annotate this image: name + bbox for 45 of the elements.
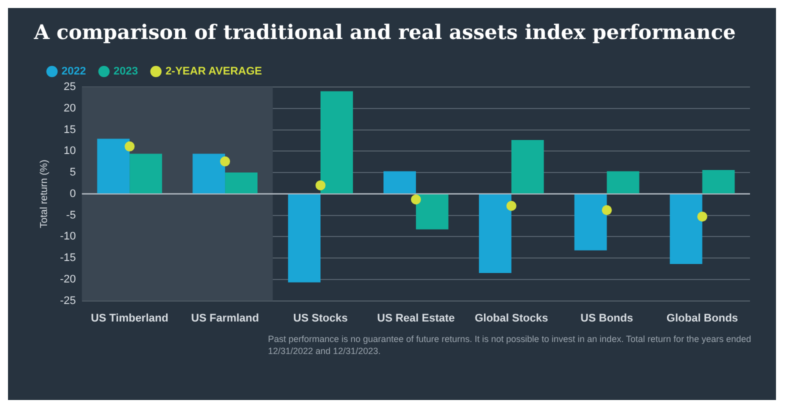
y-tick-label: -20 [60,273,76,286]
chart-title: A comparison of traditional and real assets index performance [33,20,736,44]
point [602,205,612,216]
point [697,212,708,222]
bar [511,140,544,194]
x-tick-label: Global Bonds [666,312,738,324]
bar [702,170,735,194]
y-tick-label: 0 [70,188,76,200]
bar [670,194,702,264]
point [124,141,135,152]
x-tick-label: US Bonds [580,312,634,324]
text: Past performance is no guarantee of future returns. It is not possible to invest in an index. Total return for the years ended 12/31/2022 and 12/31/2023. [268,333,752,357]
bar [130,154,162,194]
x-tick-label: US Stocks [293,312,348,324]
y-tick-label: -15 [60,252,76,264]
point [316,180,326,190]
y-tick-label: 15 [64,124,76,136]
bar [606,171,640,194]
point [410,194,421,204]
point [506,200,516,211]
legend-label: 2022 [62,66,86,78]
bar [416,194,448,230]
y-tick-label: -5 [66,209,76,222]
bar [192,154,226,194]
x-tick-label: US Timberland [90,312,168,324]
y-tick-label: 5 [70,166,76,179]
y-tick-label: -10 [60,230,76,243]
y-tick-label: 10 [64,145,76,158]
bar [288,194,321,282]
point [220,156,230,166]
y-axis-title: Total return (%) [38,160,50,228]
bar [478,194,512,274]
y-tick-label: 20 [64,102,76,114]
bar [320,91,353,194]
bar [225,172,258,194]
bar [97,138,130,194]
bar [384,171,416,194]
x-tick-label: Global Stocks [474,312,548,324]
legend-label: 2-YEAR AVERAGE [165,66,262,78]
x-tick-label: US Farmland [191,312,259,324]
x-tick-label: US Real Estate [377,312,455,324]
legend-label: 2023 [113,66,138,78]
y-tick-label: 25 [64,81,76,94]
bar [574,194,607,250]
y-tick-label: -25 [60,294,76,307]
